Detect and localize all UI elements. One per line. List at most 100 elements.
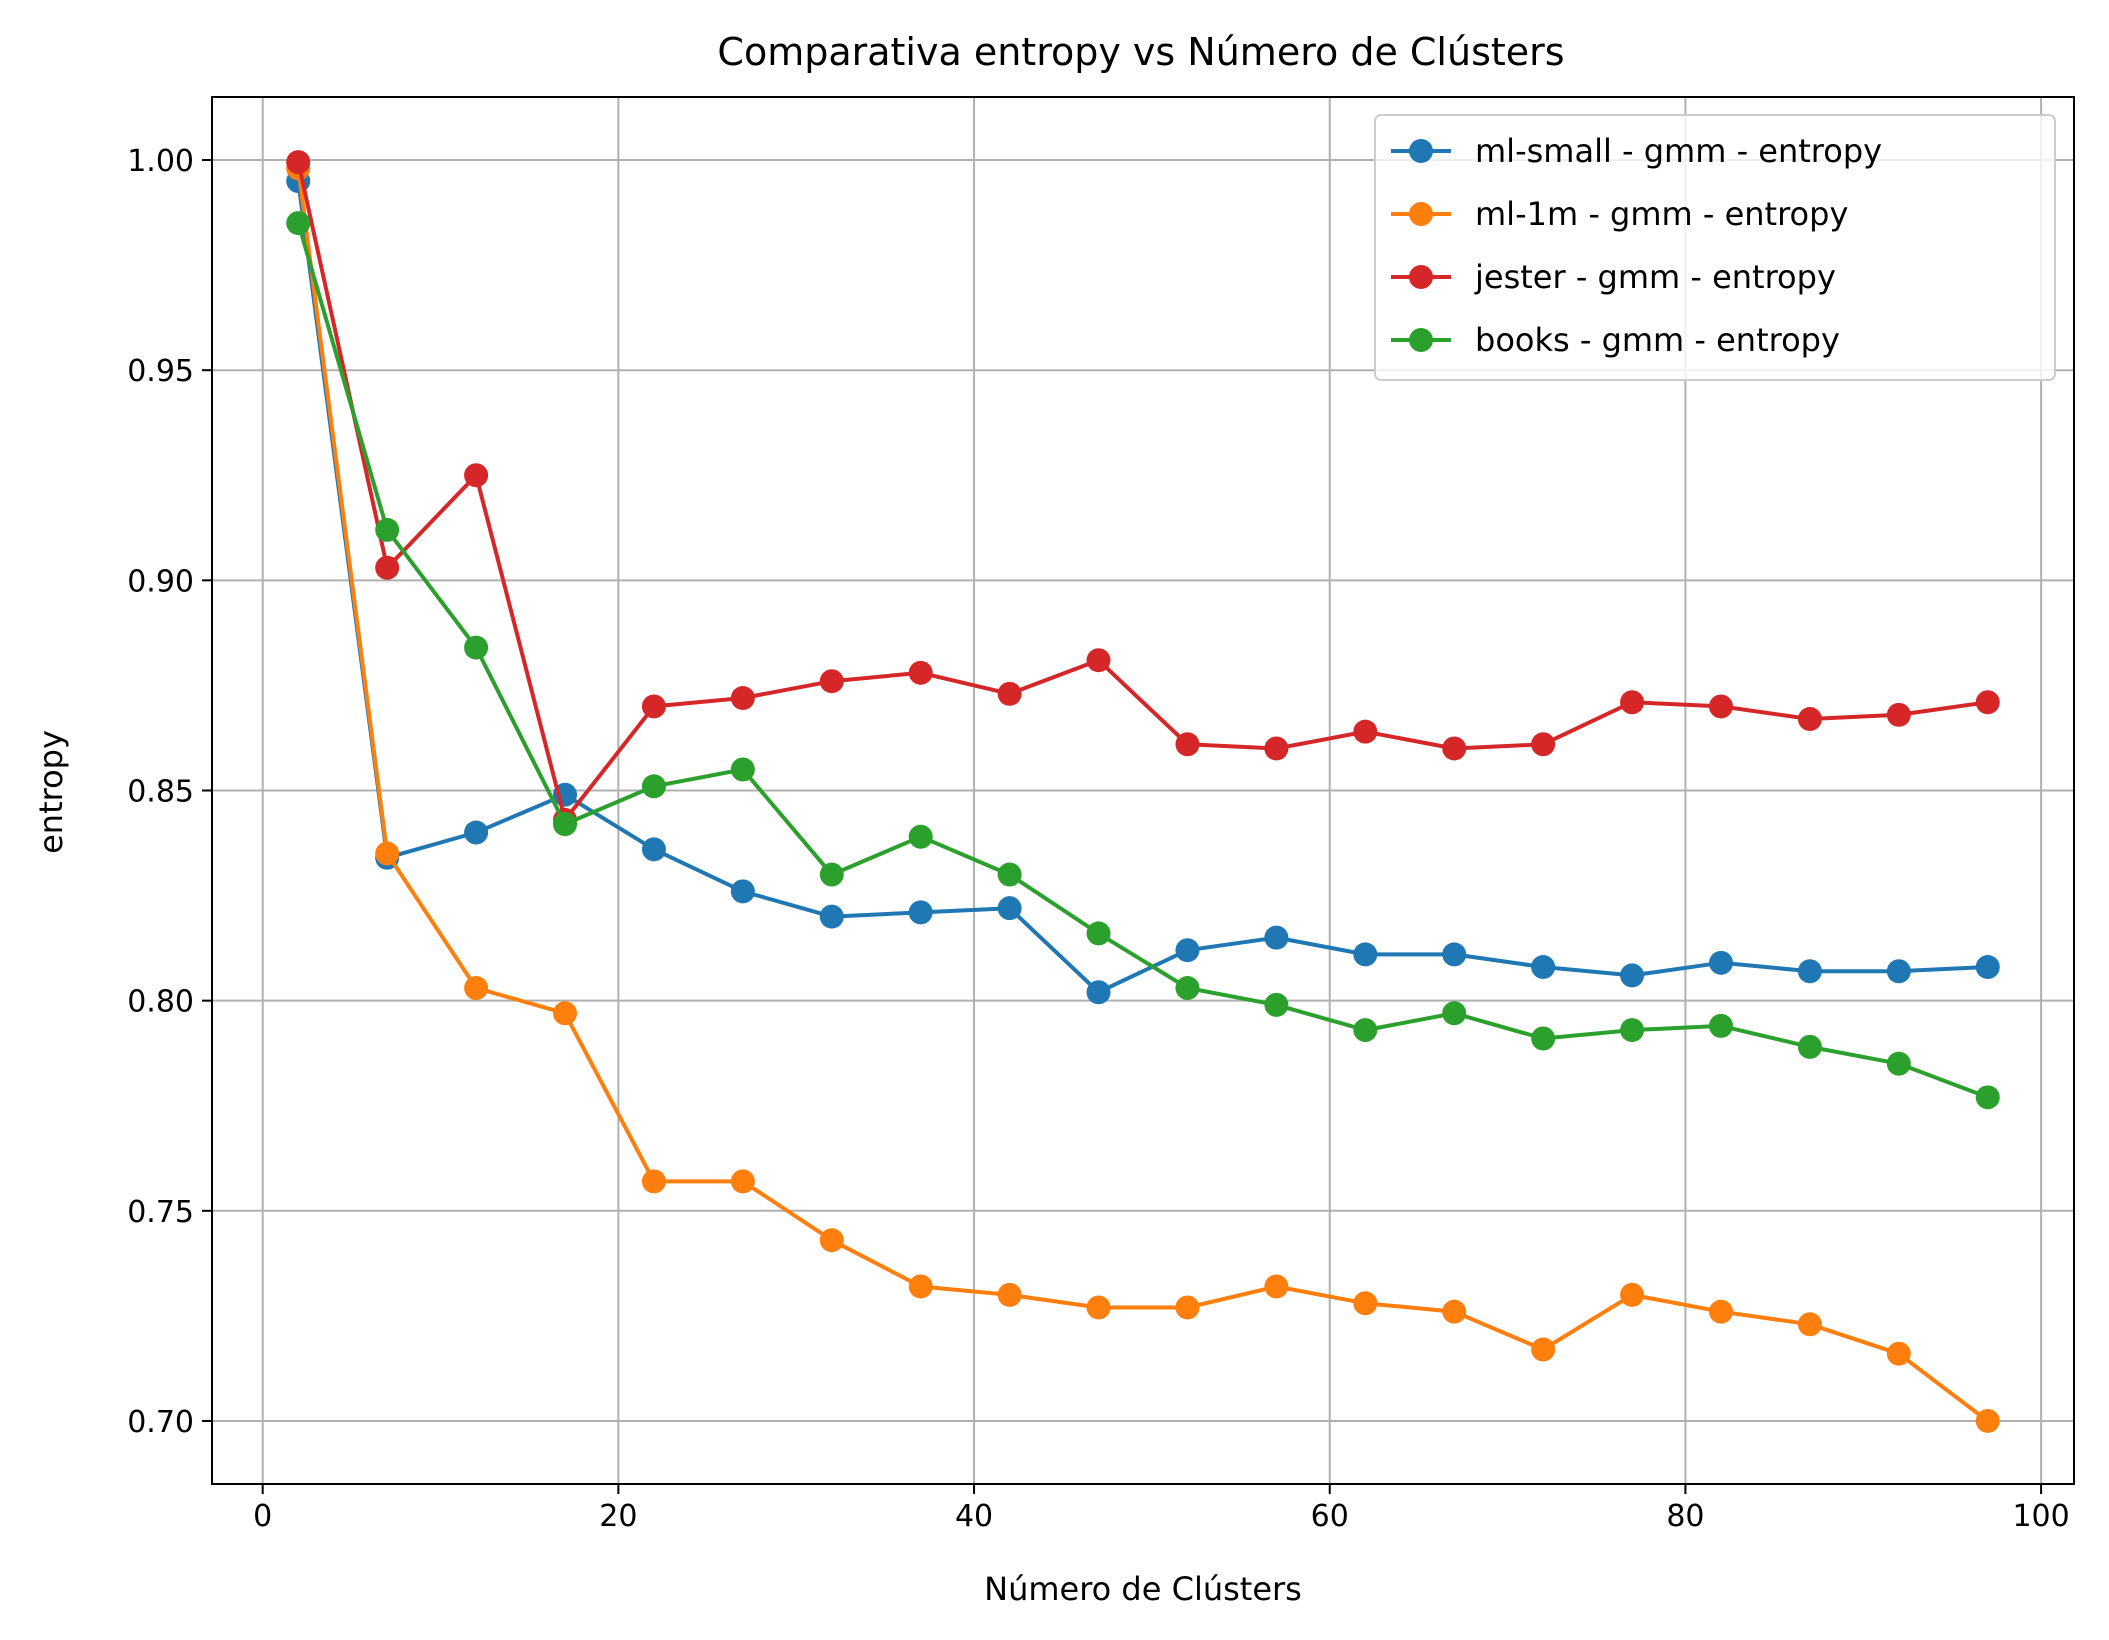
data-point: [819, 904, 844, 929]
data-point: [1886, 1051, 1911, 1076]
data-point: [1708, 1013, 1733, 1038]
data-point: [1975, 690, 2000, 715]
legend-entry: books - gmm - entropy: [1391, 321, 1840, 359]
x-tick-label: 40: [955, 1499, 993, 1534]
data-point: [819, 862, 844, 887]
data-point: [908, 900, 933, 925]
data-point: [1975, 1408, 2000, 1433]
legend-label: books - gmm - entropy: [1475, 321, 1840, 359]
data-point: [1353, 1291, 1378, 1316]
series-line: [296, 161, 1988, 822]
legend-marker: [1409, 202, 1433, 226]
data-point: [1975, 1085, 2000, 1110]
data-point: [1708, 950, 1733, 975]
legend-label: ml-1m - gmm - entropy: [1475, 195, 1848, 233]
data-point: [1086, 1295, 1111, 1320]
x-axis-label: Número de Clústers: [984, 1570, 1302, 1608]
data-point: [1797, 959, 1822, 984]
series-line: [296, 168, 1989, 1423]
data-point: [464, 463, 489, 488]
data-point: [641, 694, 666, 719]
data-point: [997, 1282, 1022, 1307]
data-point: [1531, 955, 1556, 980]
data-point: [553, 812, 578, 837]
data-point: [1886, 702, 1911, 727]
data-point: [730, 686, 755, 711]
data-point: [819, 1228, 844, 1253]
legend-marker: [1409, 139, 1433, 163]
data-point: [1620, 1018, 1645, 1043]
data-point: [464, 976, 489, 1001]
data-point: [1175, 732, 1200, 757]
data-point: [1086, 648, 1111, 673]
data-point: [1353, 942, 1378, 967]
data-point: [1086, 980, 1111, 1005]
legend-label: jester - gmm - entropy: [1474, 258, 1836, 296]
x-tick-label: 100: [2012, 1499, 2069, 1534]
y-axis-label: entropy: [32, 730, 70, 854]
data-point: [997, 681, 1022, 706]
data-point: [1886, 959, 1911, 984]
data-point: [908, 660, 933, 685]
data-point: [1886, 1341, 1911, 1366]
legend-marker: [1409, 265, 1433, 289]
data-point: [375, 841, 400, 866]
data-point: [730, 1169, 755, 1194]
legend-entry: ml-small - gmm - entropy: [1391, 132, 1882, 170]
data-point: [819, 669, 844, 694]
data-point: [1086, 921, 1111, 946]
data-point: [1797, 1312, 1822, 1337]
series-3: [286, 211, 2000, 1110]
legend-marker: [1409, 328, 1433, 352]
data-point: [1708, 1299, 1733, 1324]
y-tick-label: 0.75: [127, 1195, 194, 1230]
legend-entry: jester - gmm - entropy: [1391, 258, 1836, 296]
series-layer: [286, 150, 2000, 1433]
y-tick-label: 0.95: [127, 354, 194, 389]
data-point: [375, 517, 400, 542]
data-point: [1442, 1299, 1467, 1324]
y-tick-label: 0.80: [127, 985, 194, 1020]
data-point: [1175, 1295, 1200, 1320]
data-point: [1175, 976, 1200, 1001]
data-point: [1797, 1034, 1822, 1059]
data-point: [464, 820, 489, 845]
data-point: [1531, 1337, 1556, 1362]
data-point: [1620, 690, 1645, 715]
data-point: [553, 1001, 578, 1026]
data-point: [1797, 707, 1822, 732]
data-point: [1264, 1274, 1289, 1299]
y-tick-label: 0.85: [127, 775, 194, 810]
data-point: [1975, 955, 2000, 980]
x-tick-label: 60: [1311, 1499, 1349, 1534]
legend: ml-small - gmm - entropy ml-1m - gmm - en…: [1374, 114, 2056, 381]
series-1: [286, 156, 2000, 1433]
data-point: [730, 757, 755, 782]
data-point: [286, 150, 311, 175]
chart-title: Comparativa entropy vs Número de Clúster…: [717, 30, 1564, 74]
data-point: [908, 824, 933, 849]
data-point: [1442, 736, 1467, 761]
data-point: [1264, 736, 1289, 761]
data-point: [1620, 1282, 1645, 1307]
y-tick-label: 0.90: [127, 564, 194, 599]
data-point: [997, 862, 1022, 887]
x-tick-label: 20: [599, 1499, 637, 1534]
data-point: [1264, 925, 1289, 950]
data-point: [1353, 719, 1378, 744]
legend-entry: ml-1m - gmm - entropy: [1391, 195, 1848, 233]
y-tick-label: 1.00: [127, 144, 194, 179]
data-point: [1264, 992, 1289, 1017]
data-point: [1708, 694, 1733, 719]
plot-frame: [211, 96, 2075, 1485]
data-point: [1442, 942, 1467, 967]
data-point: [375, 555, 400, 580]
data-point: [1442, 1001, 1467, 1026]
data-point: [1531, 732, 1556, 757]
legend-label: ml-small - gmm - entropy: [1475, 132, 1882, 170]
data-point: [641, 837, 666, 862]
data-point: [1353, 1018, 1378, 1043]
x-tick-label: 0: [253, 1499, 272, 1534]
data-point: [286, 211, 311, 236]
